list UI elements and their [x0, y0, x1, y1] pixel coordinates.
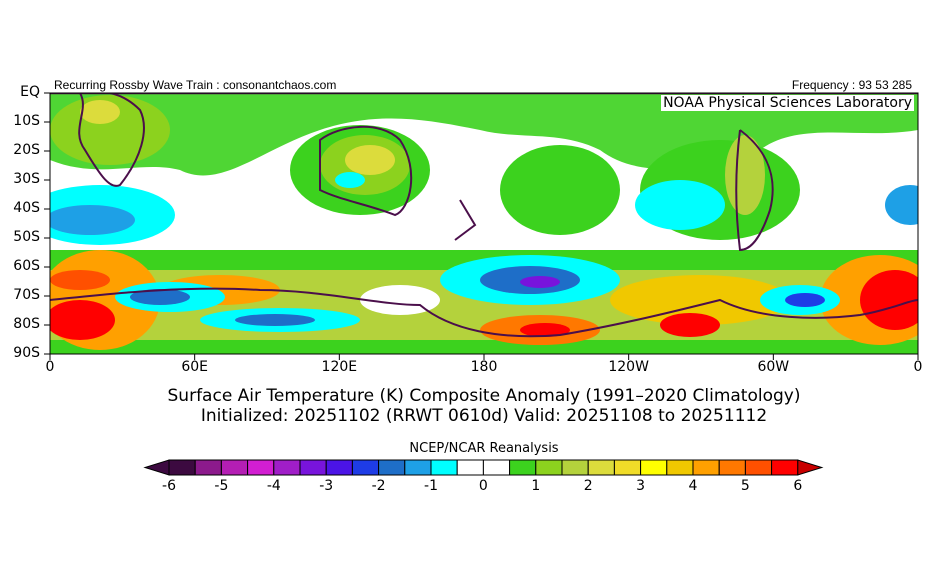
- colorbar-label: 2: [583, 478, 593, 494]
- colorbar-low-arrow: [143, 459, 170, 476]
- lat-tick-label: 10S: [13, 113, 40, 129]
- colorbar-label: 3: [636, 478, 646, 494]
- colorbar-box: [351, 459, 380, 476]
- header-left-label: Recurring Rossby Wave Train : consonantc…: [54, 78, 337, 92]
- colorbar-box: [613, 459, 642, 476]
- lon-tick-label: 0: [45, 359, 55, 375]
- lon-tick-label: 120E: [321, 359, 358, 375]
- colorbar-box: [718, 459, 746, 476]
- colorbar: [143, 459, 824, 476]
- colorbar-high-arrow: [797, 459, 824, 476]
- colorbar-box: [587, 459, 615, 476]
- colorbar-label: -5: [214, 478, 229, 494]
- colorbar-label: 1: [531, 478, 541, 494]
- colorbar-label: -3: [319, 478, 334, 494]
- lat-tick-label: 40S: [13, 200, 40, 216]
- lat-tick-label: 80S: [13, 316, 40, 332]
- colorbar-box: [535, 459, 563, 476]
- colorbar-box: [247, 459, 275, 476]
- colorbar-box: [325, 459, 353, 476]
- colorbar-label: -6: [162, 478, 176, 494]
- colorbar-label: -4: [266, 478, 281, 494]
- colorbar-box: [430, 459, 458, 476]
- anomaly-field: [50, 93, 918, 354]
- lab-label: NOAA Physical Sciences Laboratory: [661, 95, 914, 111]
- colorbar-box: [404, 459, 432, 476]
- colorbar-label: 5: [740, 478, 750, 494]
- colorbar-box: [456, 459, 484, 476]
- lon-tick-label: 60W: [757, 359, 790, 375]
- colorbar-box: [744, 459, 773, 476]
- colorbar-box: [378, 459, 406, 476]
- axis-ticks: [44, 92, 919, 360]
- colorbar-box: [194, 459, 222, 476]
- colorbar-box: [666, 459, 694, 476]
- title-line1: Surface Air Temperature (K) Composite An…: [167, 386, 801, 406]
- colorbar-box: [482, 459, 511, 476]
- colorbar-box: [299, 459, 327, 476]
- colorbar-box: [561, 459, 589, 476]
- lat-tick-label: 50S: [13, 229, 40, 245]
- lat-tick-label: EQ: [20, 84, 40, 100]
- lat-tick-label: 30S: [13, 171, 40, 187]
- colorbar-label: 0: [478, 478, 488, 494]
- colorbar-label: 6: [793, 478, 803, 494]
- lat-tick-label: 20S: [13, 142, 40, 158]
- lon-tick-label: 0: [913, 359, 923, 375]
- colorbar-box: [692, 459, 720, 476]
- title-line2: Initialized: 20251102 (RRWT 0610d) Valid…: [200, 406, 768, 426]
- lon-tick-label: 180: [470, 359, 498, 375]
- colorbar-label: -1: [424, 478, 438, 494]
- lat-tick-label: 60S: [13, 258, 40, 274]
- lon-tick-label: 120W: [608, 359, 649, 375]
- colorbar-label: 4: [688, 478, 698, 494]
- lon-tick-label: 60E: [181, 359, 208, 375]
- colorbar-box: [771, 459, 799, 476]
- colorbar-box: [640, 459, 668, 476]
- colorbar-box: [168, 459, 196, 476]
- colorbar-box: [220, 459, 249, 476]
- colorbar-label: -2: [371, 478, 386, 494]
- colorbar-title: NCEP/NCAR Reanalysis: [409, 441, 559, 456]
- colorbar-box: [509, 459, 537, 476]
- lat-tick-label: 90S: [13, 345, 40, 361]
- header-right-label: Frequency : 93 53 285: [791, 78, 912, 92]
- lat-tick-label: 70S: [13, 287, 40, 303]
- colorbar-box: [273, 459, 301, 476]
